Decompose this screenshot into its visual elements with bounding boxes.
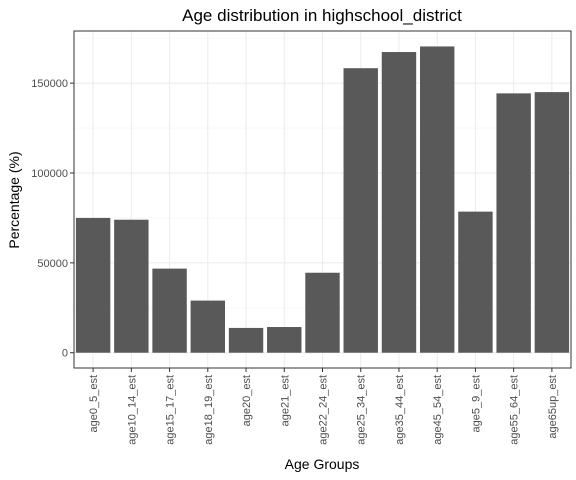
x-tick-label: age18_19_est — [203, 375, 215, 445]
x-axis: age0_5_est age10_14_est age15_17_est age18_… — [88, 368, 559, 445]
bar-age25_34_est — [343, 68, 378, 353]
x-tick-label: age55_64_est — [509, 375, 521, 445]
bar-age0_5_est — [75, 217, 111, 353]
chart-title: Age distribution in highschool_district — [182, 6, 462, 25]
bar-age45_54_est — [419, 46, 455, 353]
bar-age21_est — [267, 327, 302, 353]
bar-age10_14_est — [114, 219, 149, 353]
y-tick-label: 0 — [62, 348, 68, 360]
bar-age55_64_est — [496, 93, 531, 353]
x-tick-label: age15_17_est — [165, 375, 177, 445]
x-tick-label: age45_54_est — [432, 375, 444, 445]
x-tick-label: age10_14_est — [126, 375, 138, 445]
x-tick-label: age20_est — [241, 375, 253, 426]
bar-age22_24_est — [305, 272, 340, 353]
x-axis-title: Age Groups — [285, 456, 360, 472]
x-tick-label: age65up_est — [547, 375, 559, 439]
x-tick-label: age22_24_est — [318, 375, 330, 445]
bar-age35_44_est — [381, 52, 417, 353]
x-tick-label: age0_5_est — [88, 375, 100, 433]
bar-age65up_est — [534, 92, 570, 353]
y-axis: 0 50000 100000 150000 — [31, 78, 74, 360]
bar-age15_17_est — [152, 268, 187, 353]
y-tick-label: 150000 — [31, 78, 68, 90]
x-tick-label: age35_44_est — [394, 375, 406, 445]
x-tick-label: age21_est — [279, 375, 291, 426]
y-tick-label: 50000 — [37, 258, 68, 270]
x-tick-label: age25_34_est — [356, 375, 368, 445]
y-tick-label: 100000 — [31, 168, 68, 180]
bar-age5_9_est — [458, 211, 493, 353]
bars — [75, 46, 570, 353]
y-axis-title: Percentage (%) — [6, 151, 22, 248]
bar-age18_19_est — [190, 300, 226, 353]
x-tick-label: age5_9_est — [470, 375, 482, 433]
bar-age20_est — [228, 327, 264, 353]
